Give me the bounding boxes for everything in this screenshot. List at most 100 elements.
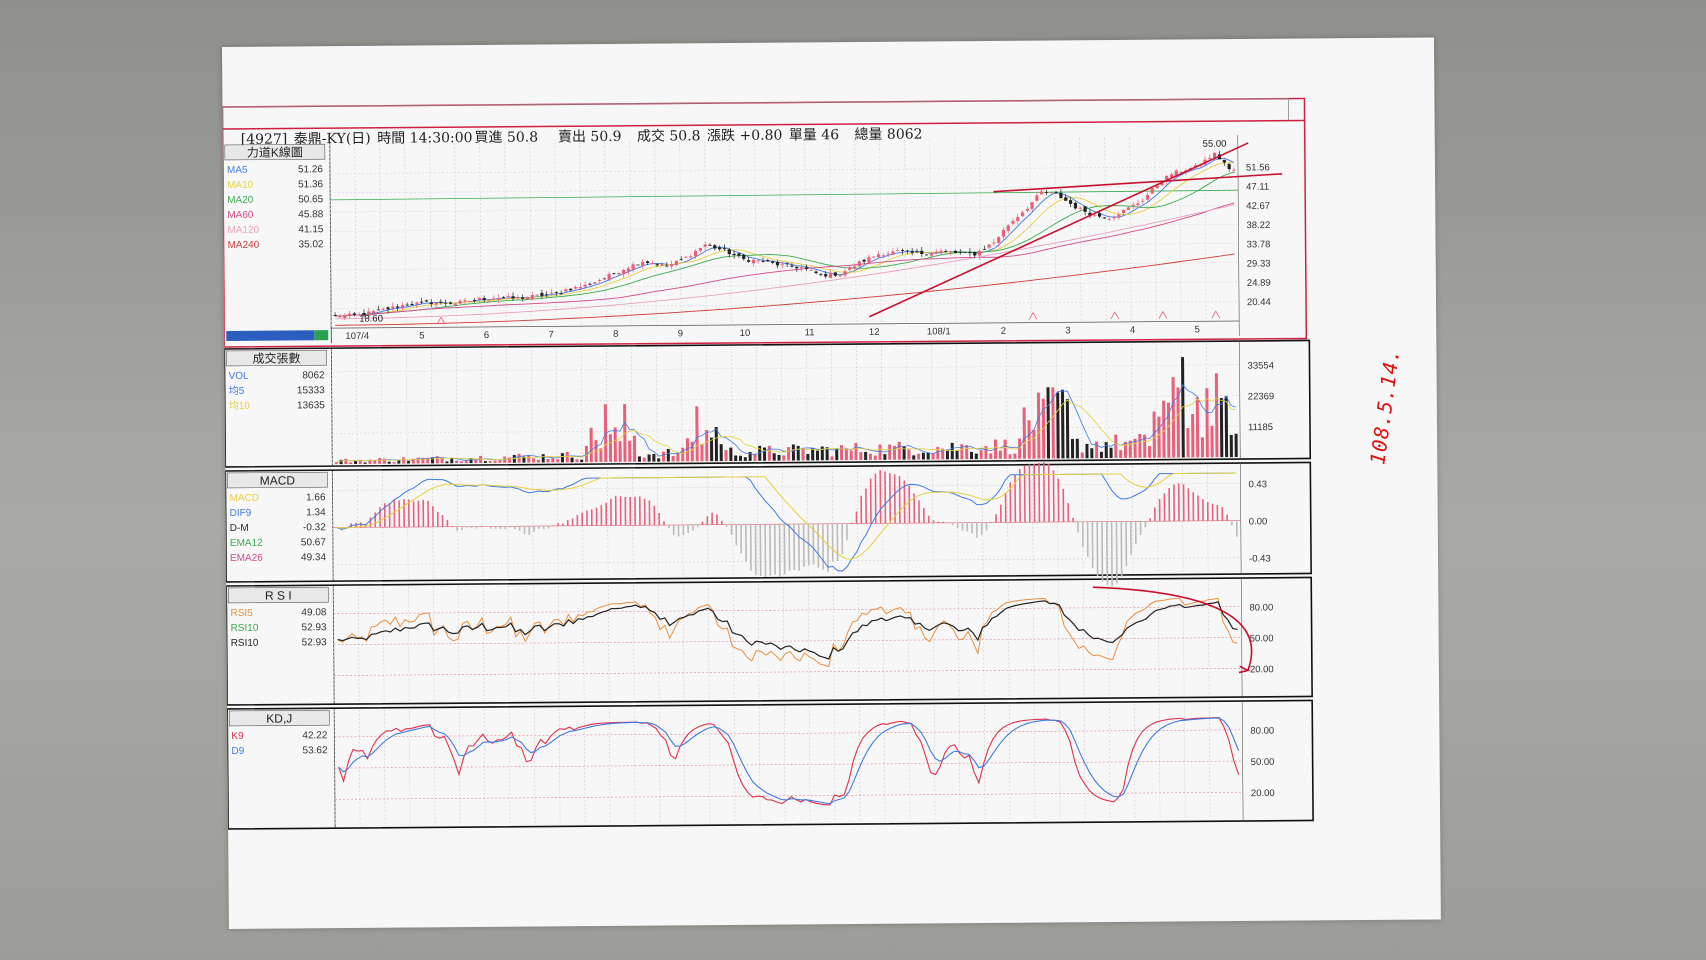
volume-bar xyxy=(637,456,641,462)
macd-ytick-0: 0.43 xyxy=(1248,479,1267,490)
kdj-title-box xyxy=(228,709,330,727)
kline-candle-body xyxy=(472,299,477,301)
volume-bar xyxy=(782,455,786,461)
volume-bar xyxy=(1095,441,1099,459)
volume-bar xyxy=(743,457,747,461)
kline-xtick-2: 6 xyxy=(484,330,489,341)
rsi-ytick-2: 20.00 xyxy=(1250,664,1274,675)
kline-signal-marker xyxy=(1158,310,1168,319)
kline-candle-body xyxy=(881,255,885,257)
kline-xaxis xyxy=(331,320,1240,329)
kline-candle-body xyxy=(665,265,669,267)
kdj-vgrid xyxy=(333,710,336,827)
volume-bar xyxy=(859,452,863,461)
kline-candle-body xyxy=(958,252,962,254)
kline-candle-body xyxy=(973,251,977,256)
volume-bar xyxy=(734,455,738,461)
volume-hgrid xyxy=(332,426,1241,434)
kline-ma10-line xyxy=(335,162,1234,317)
kline-vgrid xyxy=(329,144,332,329)
volume-bar xyxy=(1036,392,1041,459)
kline-ytick-2: 42.67 xyxy=(1246,201,1270,212)
kline-vgrid xyxy=(554,142,557,327)
kline-candle-body xyxy=(607,273,611,280)
kline-candle-body xyxy=(708,244,712,246)
volume-vgrid xyxy=(881,345,883,460)
kdj-d9-line xyxy=(338,717,1240,805)
kline-candle-body xyxy=(631,264,635,270)
rsi-legend-value-1: 52.93 xyxy=(301,622,327,633)
volume-bar xyxy=(835,448,839,461)
volume-bar xyxy=(1234,433,1238,458)
kline-vgrid xyxy=(579,142,582,327)
kline-candle-body xyxy=(934,251,938,254)
kline-candle-body xyxy=(1040,191,1044,195)
kline-candle-body xyxy=(429,302,433,304)
kline-candle-body xyxy=(804,267,809,269)
kdj-axis-line xyxy=(1241,701,1244,822)
macd-vgrid xyxy=(732,469,734,577)
macd-vgrid xyxy=(1057,466,1059,574)
volume-hgrid xyxy=(331,395,1240,403)
kline-vgrid xyxy=(679,141,682,326)
macd-vgrid xyxy=(382,471,384,579)
kline-hgrid xyxy=(330,185,1239,194)
volume-bar xyxy=(450,457,454,464)
kline-legend-name-0: MA5 xyxy=(227,165,248,176)
volume-bar xyxy=(926,452,930,460)
kline-candle-body xyxy=(1020,212,1025,217)
kline-candle-body xyxy=(987,244,991,248)
macd-legend-value-4: 49.34 xyxy=(301,552,327,563)
kline-candle-body xyxy=(737,253,741,256)
volume-vgrid xyxy=(531,348,533,463)
volume-bar xyxy=(796,445,800,461)
rsi-legend-name-1: RSI10 xyxy=(231,623,259,634)
volume-bar xyxy=(507,457,512,463)
volume-bar xyxy=(522,456,526,463)
volume-bar xyxy=(532,458,536,463)
kline-candle-body xyxy=(944,250,948,252)
volume-bar xyxy=(1080,452,1084,459)
kline-vgrid xyxy=(629,141,632,326)
kline-candle-body xyxy=(1011,220,1015,224)
kline-hgrid xyxy=(330,223,1239,232)
volume-bar xyxy=(724,450,728,462)
volume-bar xyxy=(474,459,478,464)
rsi-hgrid xyxy=(333,637,1242,645)
kline-hgrid xyxy=(330,262,1239,271)
volume-bar xyxy=(907,449,911,460)
volume-bar xyxy=(551,457,555,463)
kline-candle-body xyxy=(1054,192,1058,194)
macd-vgrid xyxy=(1082,466,1084,574)
kdj-vgrid xyxy=(433,709,436,826)
volume-vgrid xyxy=(856,346,858,461)
volume-legend-name-2: 均10 xyxy=(229,400,251,412)
macd-vgrid xyxy=(457,471,459,579)
volume-bar xyxy=(541,454,545,463)
kline-candle-body xyxy=(1078,207,1082,209)
volume-vgrid xyxy=(1006,344,1008,459)
macd-vgrid xyxy=(882,467,884,575)
volume-bar xyxy=(339,459,343,465)
rsi-ytick-1: 50.00 xyxy=(1250,633,1274,644)
rsi-vgrid xyxy=(507,585,510,701)
macd-vgrid xyxy=(357,471,359,579)
volume-bar xyxy=(397,460,401,464)
volume-bar xyxy=(1191,413,1195,458)
volume-bar xyxy=(955,450,959,460)
kline-candle-body xyxy=(468,300,472,302)
volume-vgrid xyxy=(781,346,783,461)
rsi-legend-value-0: 49.08 xyxy=(301,607,327,618)
kline-candle-body xyxy=(405,304,409,306)
kline-candle-body xyxy=(824,274,828,277)
volume-bar xyxy=(1205,388,1209,458)
kline-candle-body xyxy=(742,254,746,259)
volume-vgrid xyxy=(681,347,683,462)
volume-bar xyxy=(791,444,795,461)
kline-xtick-4: 8 xyxy=(613,329,618,340)
kline-vgrid xyxy=(829,140,832,325)
volume-bar xyxy=(527,455,531,463)
volume-bar xyxy=(1119,450,1123,458)
kline-xtick-8: 12 xyxy=(869,327,880,338)
kline-candle-body xyxy=(617,272,621,275)
